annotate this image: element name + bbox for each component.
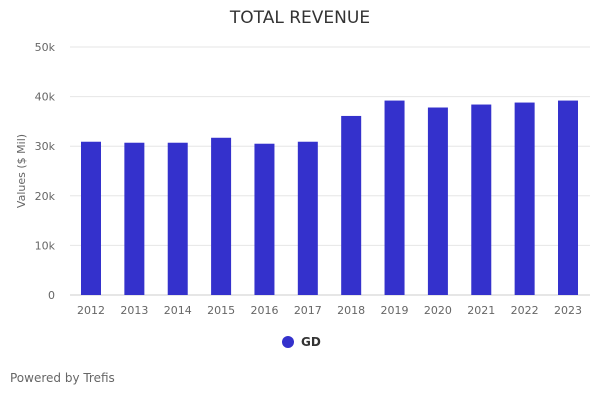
y-tick-label: 30k [35,140,56,153]
y-tick-label: 10k [35,239,56,252]
x-tick-label: 2019 [381,304,409,317]
x-tick-label: 2018 [337,304,365,317]
bar [514,102,535,295]
bar [167,142,188,295]
legend[interactable]: GD [282,335,321,349]
x-tick-label: 2022 [511,304,539,317]
y-tick-label: 40k [35,91,56,104]
x-tick-label: 2023 [554,304,582,317]
chart-title: TOTAL REVENUE [229,8,371,28]
x-tick-label: 2013 [120,304,148,317]
y-tick-label: 20k [35,190,56,203]
y-axis-label: Values ($ Mil) [15,134,28,208]
x-tick-label: 2015 [207,304,235,317]
x-tick-label: 2016 [250,304,278,317]
x-tick-label: 2012 [77,304,105,317]
bar [558,100,578,296]
y-tick-label: 50k [35,41,56,54]
x-tick-label: 2020 [424,304,452,317]
legend-label: GD [301,335,321,349]
powered-by-text: Powered by Trefis [10,371,115,385]
x-tick-label: 2021 [467,304,495,317]
bar [384,100,405,296]
x-tick-label: 2014 [164,304,192,317]
bar [81,141,101,295]
legend-marker [282,336,294,348]
bar [341,115,362,295]
y-tick-label: 0 [48,289,55,302]
bar [211,137,232,295]
x-tick-label: 2017 [294,304,322,317]
bar [254,143,275,295]
bar [471,104,492,295]
bar [427,107,448,296]
bar [297,141,318,295]
bar [124,142,145,295]
